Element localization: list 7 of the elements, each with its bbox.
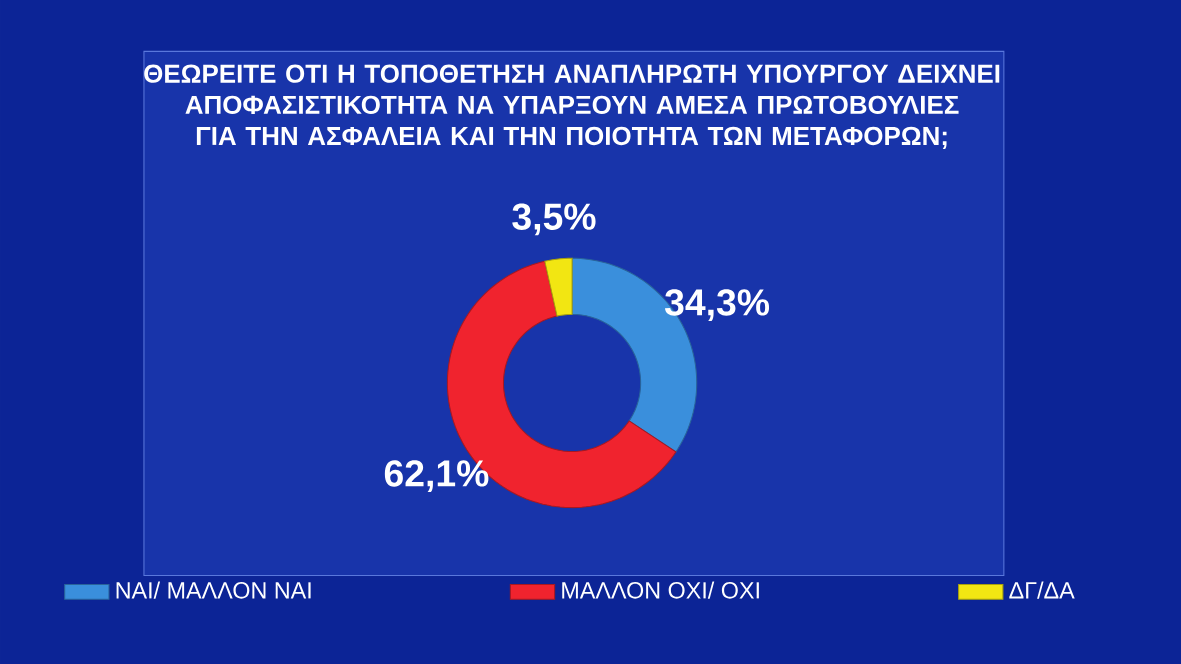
data-label: 62,1% <box>384 460 489 493</box>
legend-label: ΔΓ/ΔΑ <box>1009 581 1075 599</box>
chart-title: ΘΕΩΡΕΙΤΕ ΟΤΙ Η ΤΟΠΟΘΕΤΗΣΗ ΑΝΑΠΛΗΡΩΤΗ ΥΠΟΥΡΓΟΥ ΔΕΙΧΝΕΙ ΑΠΟΦΑΣΙΣΤΙΚΟΤΗΤΑ ΝΑ ΥΠΑΡΞΟΥΝ ΑΜΕΣΑ ΠΡΩΤΟΒΟΥΛΙΕΣ ΓΙΑ ΤΗΝ ΑΣΦΑΛΕΙΑ ΚΑΙ ΤΗΝ ΠΟΙΟΤΗΤΑ ΤΩΝ ΜΕΤΑΦΟΡΩΝ; <box>144 64 1000 149</box>
legend-label: ΜΑΛΛΟΝ ΟΧΙ/ ΟΧΙ <box>562 581 759 599</box>
legend-label: ΝΑΙ/ ΜΑΛΛΟΝ ΝΑΙ <box>116 581 311 599</box>
data-label: 34,3% <box>664 289 770 322</box>
data-label: 3,5% <box>512 203 596 236</box>
